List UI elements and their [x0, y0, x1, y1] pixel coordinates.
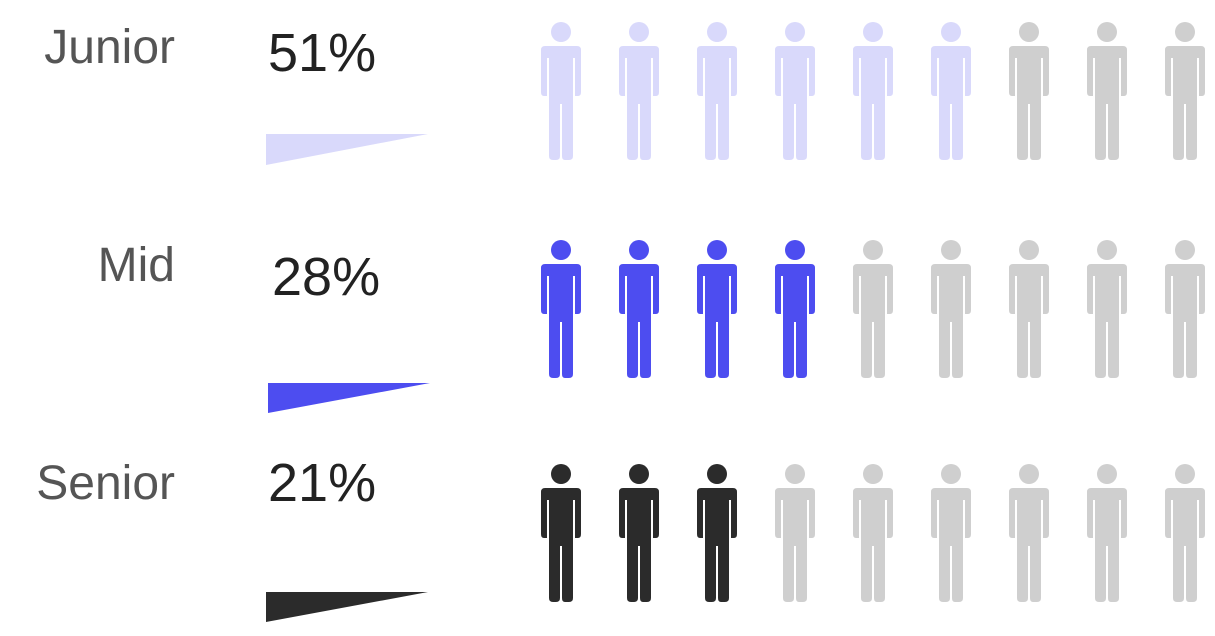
person-icon-filled [697, 240, 737, 378]
person-icon-empty [775, 464, 815, 602]
wedge-marker [266, 134, 428, 165]
row-senior: Senior 21% [0, 436, 1215, 636]
person-icon-filled [619, 22, 659, 160]
person-icon-empty [931, 240, 971, 378]
person-icon-filled [541, 464, 581, 602]
wedge-marker [268, 383, 430, 413]
row-mid: Mid 28% [0, 218, 1215, 418]
person-icon-filled [541, 240, 581, 378]
wedge-shape [268, 383, 430, 413]
person-icon-filled [541, 22, 581, 160]
category-label: Senior [36, 457, 175, 510]
person-icon-empty [1009, 22, 1049, 160]
percent-label: 21% [268, 453, 377, 513]
person-icon-empty [931, 464, 971, 602]
person-icon-empty [1009, 464, 1049, 602]
person-icon-empty [1087, 240, 1127, 378]
wedge-shape [266, 592, 428, 622]
category-label: Mid [97, 239, 175, 292]
person-icon-empty [853, 240, 893, 378]
person-icon-row [541, 240, 1205, 378]
wedge-marker [266, 592, 428, 622]
person-icon-filled [853, 22, 893, 160]
person-icon-filled [697, 22, 737, 160]
wedge-shape [266, 134, 428, 165]
person-icon-filled [697, 464, 737, 602]
percent-label: 28% [272, 247, 381, 307]
person-icon-empty [1165, 240, 1205, 378]
person-icon-row [541, 464, 1205, 602]
person-icon-empty [1009, 240, 1049, 378]
person-icon-empty [1165, 464, 1205, 602]
person-icon-empty [1087, 22, 1127, 160]
person-icon-filled [775, 22, 815, 160]
person-icon-filled [775, 240, 815, 378]
person-icon-filled [619, 240, 659, 378]
person-icon-empty [1087, 464, 1127, 602]
person-icon-empty [853, 464, 893, 602]
person-icon-filled [619, 464, 659, 602]
person-icon-filled [931, 22, 971, 160]
category-label: Junior [44, 21, 175, 74]
person-icon-empty [1165, 22, 1205, 160]
percent-label: 51% [268, 23, 377, 83]
person-icon-row [541, 22, 1205, 160]
row-junior: Junior 51% [0, 0, 1215, 200]
